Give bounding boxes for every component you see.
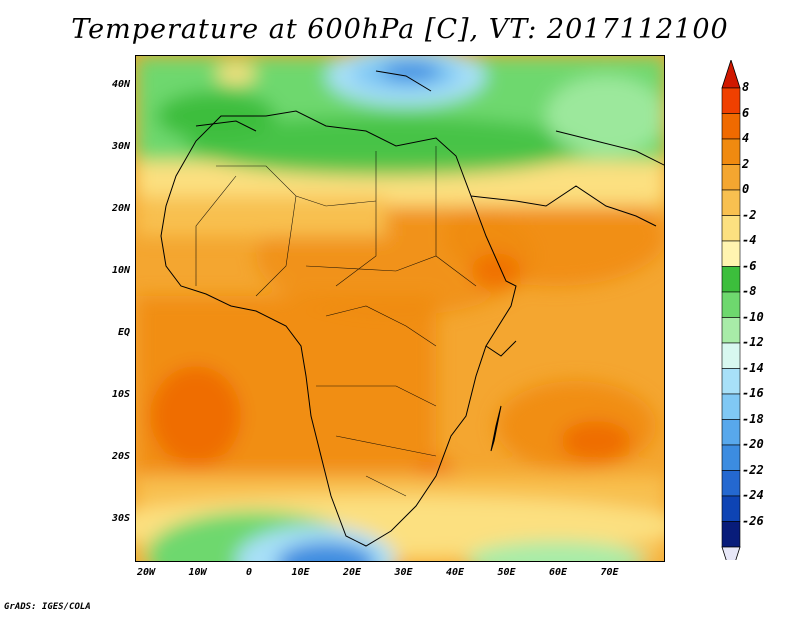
colorbar-label: -24 [742,488,764,502]
grads-credit: GrADS: IGES/COLA [4,602,91,612]
colorbar-label: -14 [742,360,764,375]
temperature-map [135,55,665,562]
colorbar-label: -4 [742,233,757,247]
colorbar-label: -6 [742,258,757,273]
colorbar-segment [721,215,741,242]
country-borders [195,146,477,497]
colorbar-segment [721,495,741,522]
lon-label: 50E [497,567,516,578]
colorbar-segment [721,164,741,191]
colorbar-segment [721,138,741,165]
colorbar-label: 4 [742,131,750,145]
colorbar-segment [721,419,741,446]
colorbar-label: -10 [742,309,764,324]
lon-label: 30E [394,567,413,578]
colorbar [721,60,741,560]
lon-label: 70E [600,567,619,578]
colorbar-segment [721,368,741,395]
colorbar-segment [721,240,741,267]
colorbar-label: -12 [742,335,764,349]
colorbar-segment [721,521,741,548]
lat-label: EQ [117,327,130,338]
lat-label: 30N [111,141,130,152]
colorbar-over-triangle [721,60,741,89]
lon-label: 0 [245,567,253,578]
colorbar-label: -20 [742,437,764,451]
colorbar-segment [721,291,741,318]
colorbar-label: 0 [742,182,750,196]
map-title: Temperature at 600hPa [C], VT: 201711210… [71,14,729,45]
colorbar-label: -2 [742,207,757,222]
lat-label: 10S [111,389,130,400]
colorbar-segment [721,113,741,140]
coastlines [160,70,664,547]
lat-label: 10N [111,265,130,276]
colorbar-segment [721,470,741,497]
lon-label: 20E [342,567,362,578]
colorbar-label: -16 [742,386,764,400]
colorbar-label: 2 [742,156,750,171]
lon-label: 10W [188,567,207,578]
colorbar-label: -8 [742,284,757,298]
lon-label: 10E [291,567,310,578]
colorbar-segment [721,393,741,420]
colorbar-segment [721,266,741,293]
lat-label: 40N [111,79,130,90]
colorbar-segment [721,189,741,216]
temperature-field [136,56,664,561]
colorbar-segment [721,317,741,344]
lat-label: 20N [111,203,130,214]
lon-label: 60E [548,567,568,578]
colorbar-label: 8 [742,80,750,94]
colorbar-segment [721,444,741,471]
lat-label: 20S [111,451,130,462]
lon-label: 20W [136,567,156,578]
colorbar-label: 6 [742,105,750,120]
colorbar-label: -26 [742,513,764,528]
colorbar-label: -18 [742,411,764,426]
colorbar-segment [721,342,741,369]
lat-label: 30S [111,513,130,524]
colorbar-segment [721,87,741,114]
colorbar-label: -22 [742,462,764,477]
colorbar-under-triangle [721,546,741,560]
lon-label: 40E [445,567,465,578]
